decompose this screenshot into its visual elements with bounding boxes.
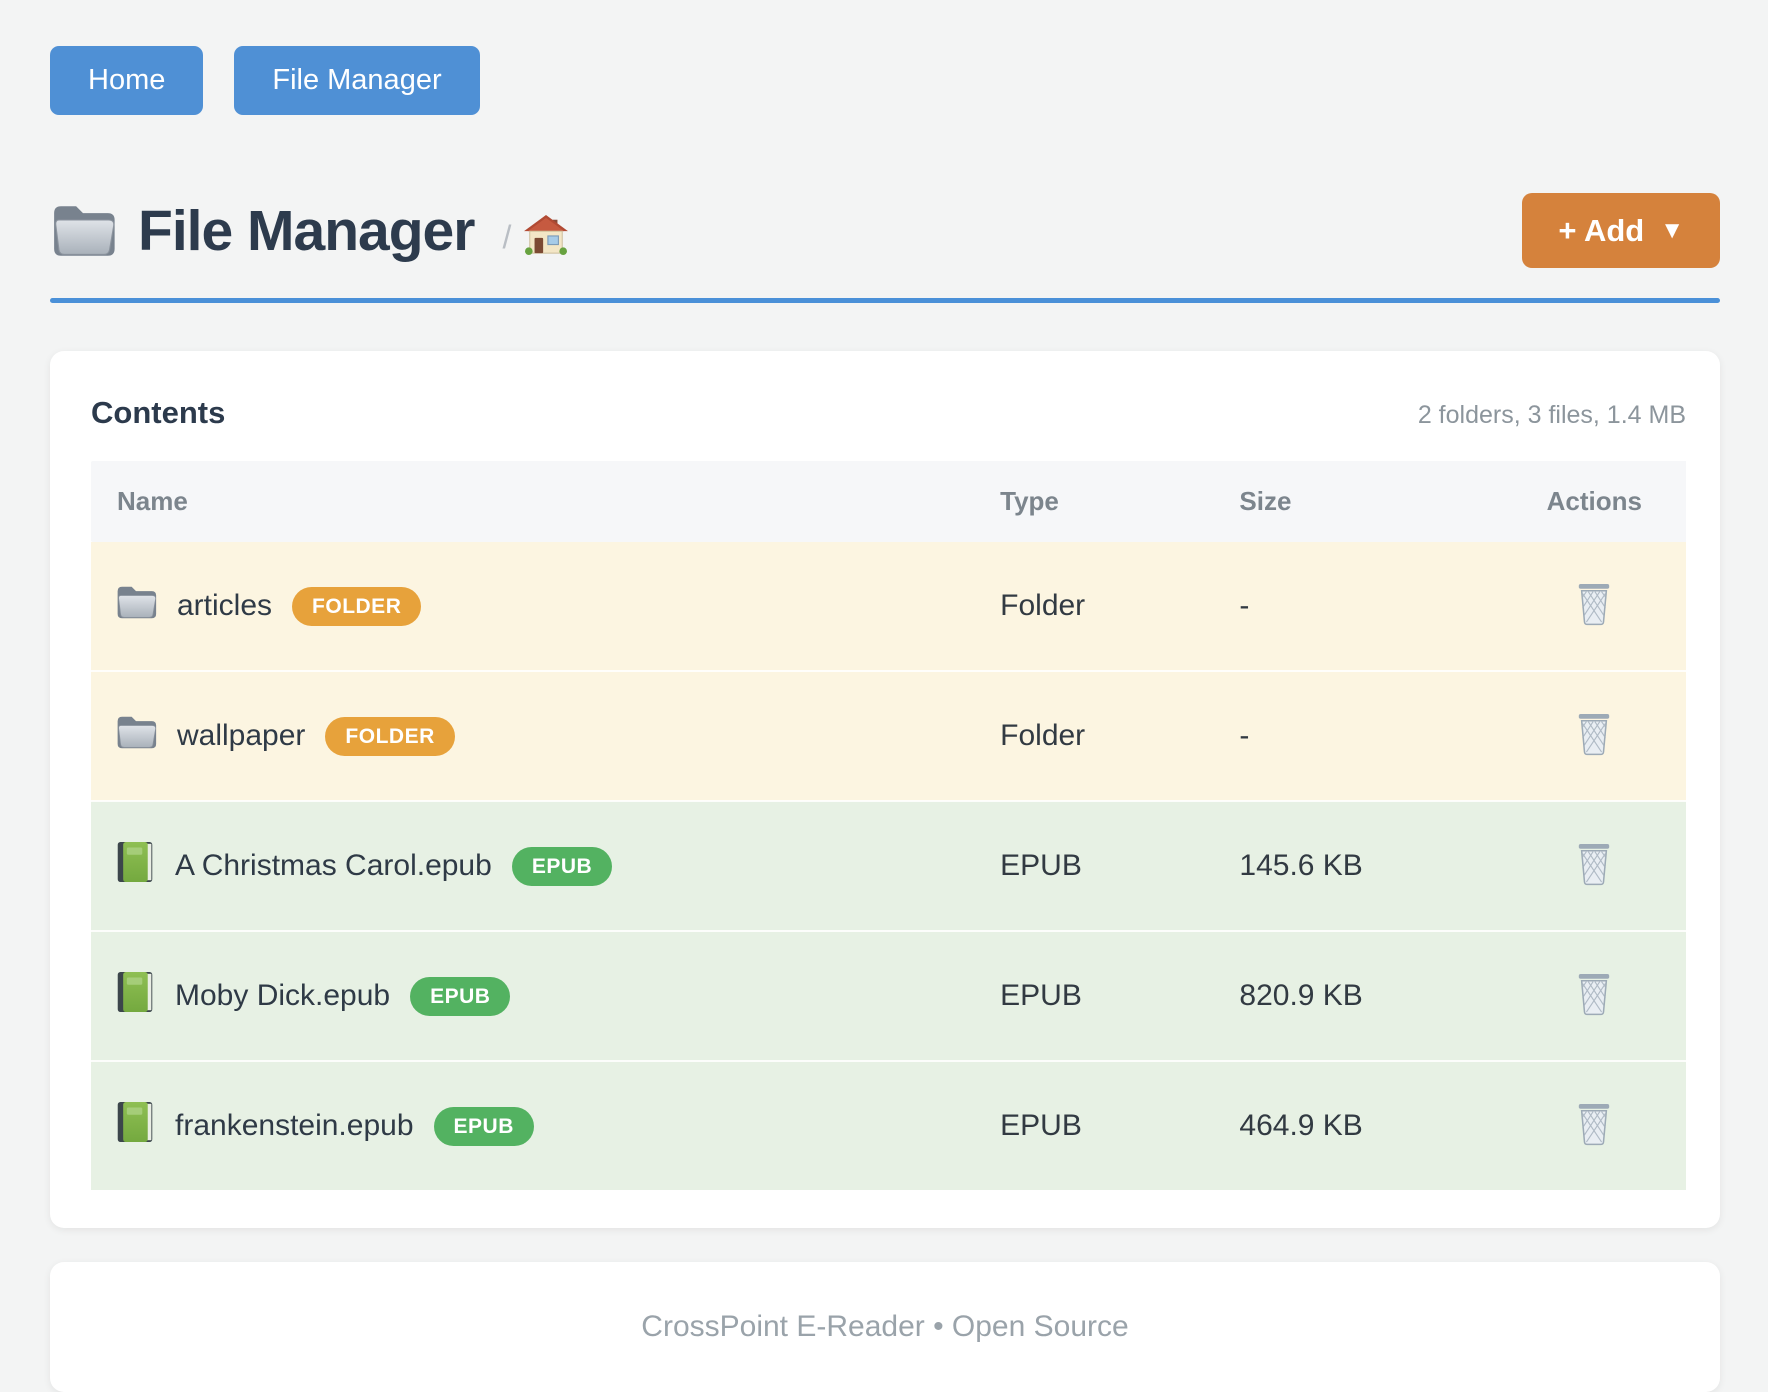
- footer-card: CrossPoint E-Reader • Open Source: [50, 1262, 1720, 1392]
- green-book-icon: [115, 1100, 155, 1152]
- column-header-type: Type: [1000, 461, 1240, 542]
- wastebasket-icon: [1575, 614, 1613, 629]
- delete-button[interactable]: [1571, 838, 1617, 890]
- file-manager-button[interactable]: File Manager: [234, 46, 480, 115]
- file-name-link[interactable]: wallpaper: [177, 719, 306, 752]
- add-button[interactable]: + Add ▼: [1522, 193, 1720, 268]
- folder-badge: FOLDER: [292, 586, 422, 626]
- footer-text: CrossPoint E-Reader • Open Source: [641, 1310, 1129, 1343]
- delete-button[interactable]: [1571, 578, 1617, 630]
- top-nav: Home File Manager: [50, 46, 1720, 115]
- house-icon[interactable]: [523, 214, 569, 261]
- file-size: 464.9 KB: [1239, 1060, 1503, 1190]
- file-type: Folder: [1000, 589, 1086, 622]
- file-name-link[interactable]: Moby Dick.epub: [175, 979, 391, 1012]
- title-underline: [50, 298, 1720, 303]
- contents-header: Contents 2 folders, 3 files, 1.4 MB: [91, 395, 1686, 431]
- column-header-name: Name: [91, 461, 1001, 542]
- table-row-wallpaper: wallpaper FOLDER Folder -: [91, 670, 1686, 801]
- contents-card: Contents 2 folders, 3 files, 1.4 MB Name…: [50, 351, 1720, 1228]
- file-size: 145.6 KB: [1239, 800, 1503, 931]
- folder-badge: FOLDER: [325, 716, 455, 756]
- file-name-link[interactable]: frankenstein.epub: [175, 1109, 414, 1142]
- column-header-size: Size: [1239, 461, 1503, 542]
- file-name-link[interactable]: A Christmas Carol.epub: [175, 849, 492, 882]
- file-table-header: Name Type Size Actions: [91, 461, 1686, 542]
- file-size: -: [1239, 589, 1250, 622]
- file-table: Name Type Size Actions articles FOLDER: [91, 461, 1686, 1190]
- file-type: EPUB: [1000, 800, 1240, 931]
- contents-summary: 2 folders, 3 files, 1.4 MB: [1417, 401, 1686, 429]
- file-type: EPUB: [1000, 1060, 1240, 1190]
- home-button[interactable]: Home: [50, 46, 204, 115]
- wastebasket-icon: [1575, 1004, 1613, 1019]
- title-group: File Manager: [50, 198, 475, 264]
- epub-badge: EPUB: [511, 846, 613, 886]
- epub-badge: EPUB: [433, 1106, 534, 1146]
- column-header-actions: Actions: [1502, 461, 1686, 542]
- wastebasket-icon: [1575, 1134, 1613, 1149]
- folder-icon: [115, 714, 157, 759]
- wastebasket-icon: [1575, 874, 1613, 889]
- contents-title: Contents: [91, 395, 226, 430]
- epub-badge: EPUB: [410, 976, 511, 1016]
- file-type: Folder: [1000, 670, 1240, 801]
- table-row-articles: articles FOLDER Folder -: [91, 542, 1686, 671]
- file-table-body: articles FOLDER Folder - wallpaper FOLDE…: [91, 542, 1686, 1190]
- wastebasket-icon: [1575, 744, 1613, 759]
- green-book-icon: [115, 970, 155, 1022]
- page-header: File Manager / + Add ▼: [50, 193, 1720, 268]
- caret-down-icon: ▼: [1660, 216, 1684, 244]
- folder-icon: [115, 584, 157, 629]
- table-row-moby-dick: Moby Dick.epub EPUB EPUB 820.9 KB: [91, 930, 1686, 1061]
- table-row-christmas-carol: A Christmas Carol.epub EPUB EPUB 145.6 K…: [91, 800, 1686, 931]
- file-size: 820.9 KB: [1239, 930, 1503, 1061]
- page-title: File Manager: [138, 198, 475, 263]
- file-size: -: [1239, 670, 1503, 801]
- green-book-icon: [115, 840, 155, 892]
- breadcrumb: /: [502, 214, 569, 261]
- open-folder-icon: [50, 202, 116, 260]
- table-row-frankenstein: frankenstein.epub EPUB EPUB 464.9 KB: [91, 1060, 1686, 1190]
- file-name-link[interactable]: articles: [177, 589, 273, 622]
- breadcrumb-separator: /: [502, 219, 512, 255]
- delete-button[interactable]: [1571, 968, 1617, 1020]
- add-button-label: + Add: [1558, 213, 1645, 248]
- delete-button[interactable]: [1571, 1098, 1617, 1150]
- delete-button[interactable]: [1571, 708, 1617, 760]
- file-type: EPUB: [1000, 930, 1240, 1061]
